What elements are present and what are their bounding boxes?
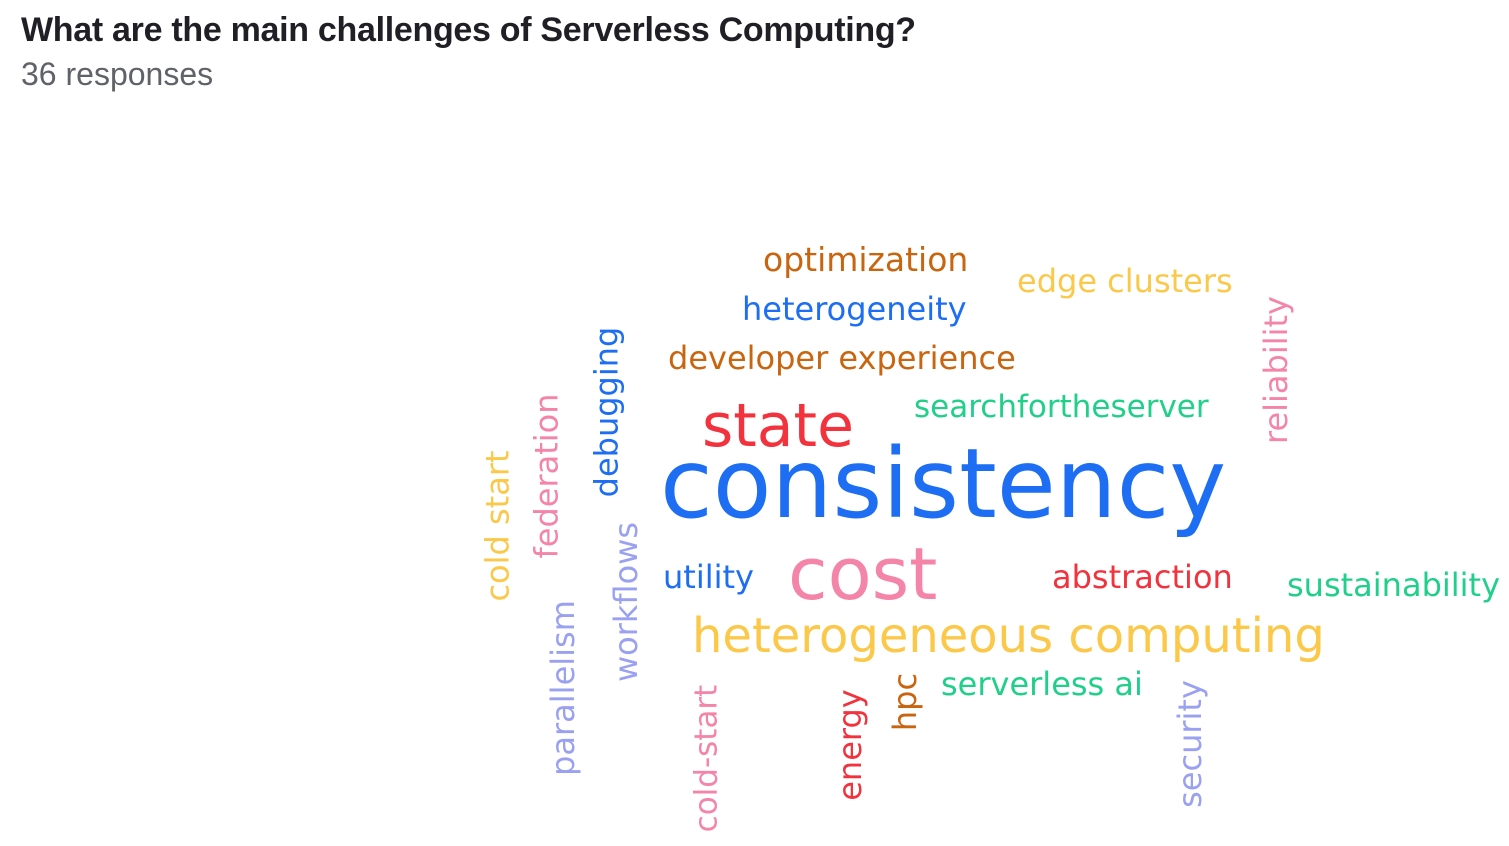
response-count: 36 responses bbox=[21, 56, 214, 92]
word-cold-start: cold start bbox=[478, 450, 517, 602]
word-cold-start-hyphen: cold-start bbox=[688, 684, 725, 833]
word-developer-experience: developer experience bbox=[668, 339, 1016, 377]
word-edge-clusters: edge clusters bbox=[1017, 262, 1233, 300]
word-workflows: workflows bbox=[607, 521, 646, 683]
word-parallelism: parallelism bbox=[543, 600, 582, 776]
word-optimization: optimization bbox=[763, 240, 969, 279]
word-hpc: hpc bbox=[886, 672, 925, 732]
word-heterogeneity: heterogeneity bbox=[742, 290, 967, 328]
word-abstraction: abstraction bbox=[1052, 558, 1233, 596]
word-utility: utility bbox=[663, 558, 754, 596]
word-heterogeneous-computing: heterogeneous computing bbox=[692, 608, 1325, 664]
question-header: What are the main challenges of Serverle… bbox=[21, 8, 916, 96]
word-state: state bbox=[702, 391, 854, 461]
word-security: security bbox=[1170, 680, 1209, 808]
word-consistency: consistency bbox=[660, 428, 1227, 540]
word-sustainability: sustainability bbox=[1287, 566, 1501, 604]
word-energy: energy bbox=[830, 689, 869, 801]
word-serverless-ai: serverless ai bbox=[941, 665, 1143, 703]
question-title: What are the main challenges of Serverle… bbox=[21, 11, 916, 49]
word-debugging: debugging bbox=[587, 326, 626, 498]
word-searchfortheserver: searchfortheserver bbox=[914, 389, 1209, 425]
word-federation: federation bbox=[527, 393, 566, 559]
word-cost: cost bbox=[788, 532, 938, 616]
word-reliability: reliability bbox=[1257, 296, 1295, 444]
